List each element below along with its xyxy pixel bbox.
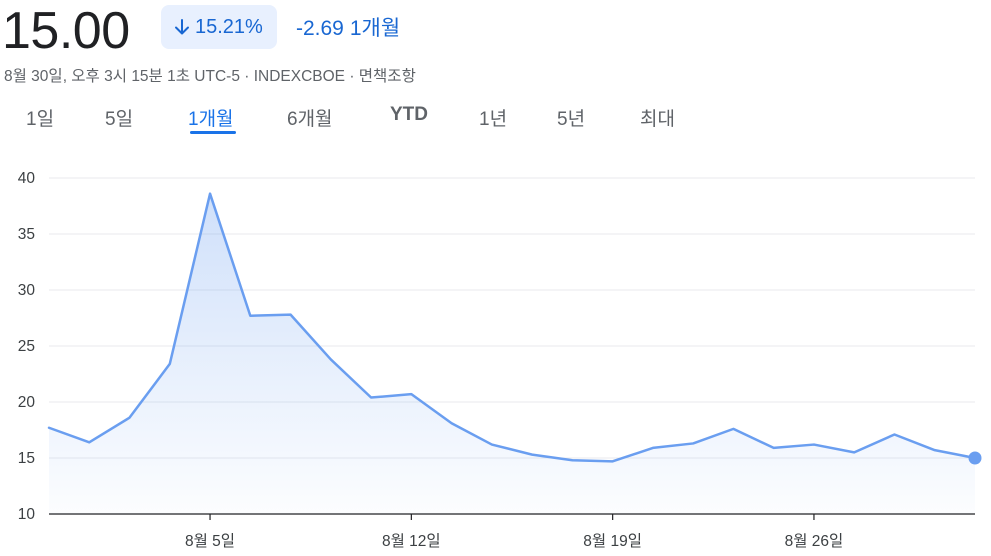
quote-meta: 8월 30일, 오후 3시 15분 1초 UTC-5 · INDEXCBOE ·… xyxy=(4,64,416,86)
tab-ytd[interactable]: YTD xyxy=(390,104,428,125)
tab-1m[interactable]: 1개월 xyxy=(188,109,234,130)
x-tick-label: 8월 19일 xyxy=(583,532,642,550)
quote-header: 15.00 15.21% -2.69 1개월 xyxy=(0,0,991,62)
tab-5y[interactable]: 5년 xyxy=(557,109,586,130)
y-tick-label: 30 xyxy=(18,282,36,299)
change-period: 1개월 xyxy=(349,17,401,40)
arrow-down-icon xyxy=(175,19,189,35)
change-value: -2.69 xyxy=(296,17,344,40)
current-price: 15.00 xyxy=(2,2,130,60)
tab-1d[interactable]: 1일 xyxy=(26,109,55,130)
change-percent: 15.21% xyxy=(195,15,263,38)
change-summary: -2.69 1개월 xyxy=(296,12,400,42)
x-tick-label: 8월 5일 xyxy=(185,532,235,550)
x-tick-label: 8월 12일 xyxy=(382,532,441,550)
y-tick-label: 40 xyxy=(18,170,36,187)
tab-6m[interactable]: 6개월 xyxy=(287,109,333,130)
y-tick-label: 35 xyxy=(18,226,35,243)
series-line xyxy=(47,192,977,463)
y-tick-label: 20 xyxy=(18,394,36,411)
last-point-marker xyxy=(968,451,982,465)
change-percent-badge: 15.21% xyxy=(161,5,277,49)
y-tick-label: 15 xyxy=(18,450,35,467)
x-tick-label: 8월 26일 xyxy=(785,532,844,550)
active-tab-indicator xyxy=(190,131,236,134)
series-area xyxy=(49,193,975,514)
meta-text: 8월 30일, 오후 3시 15분 1초 UTC-5 · INDEXCBOE ·… xyxy=(4,68,416,85)
tab-1y[interactable]: 1년 xyxy=(479,109,508,130)
tab-max[interactable]: 최대 xyxy=(640,109,675,130)
tab-5d[interactable]: 5일 xyxy=(105,109,134,130)
range-tabs: 1일 5일 1개월 6개월 YTD 1년 5년 최대 xyxy=(0,100,991,138)
y-tick-label: 10 xyxy=(18,506,36,523)
y-tick-label: 25 xyxy=(18,338,35,355)
price-chart[interactable]: 10 15 20 25 30 35 40 8월 5일 8월 12일 8월 19일 8월 26일 xyxy=(0,150,991,556)
